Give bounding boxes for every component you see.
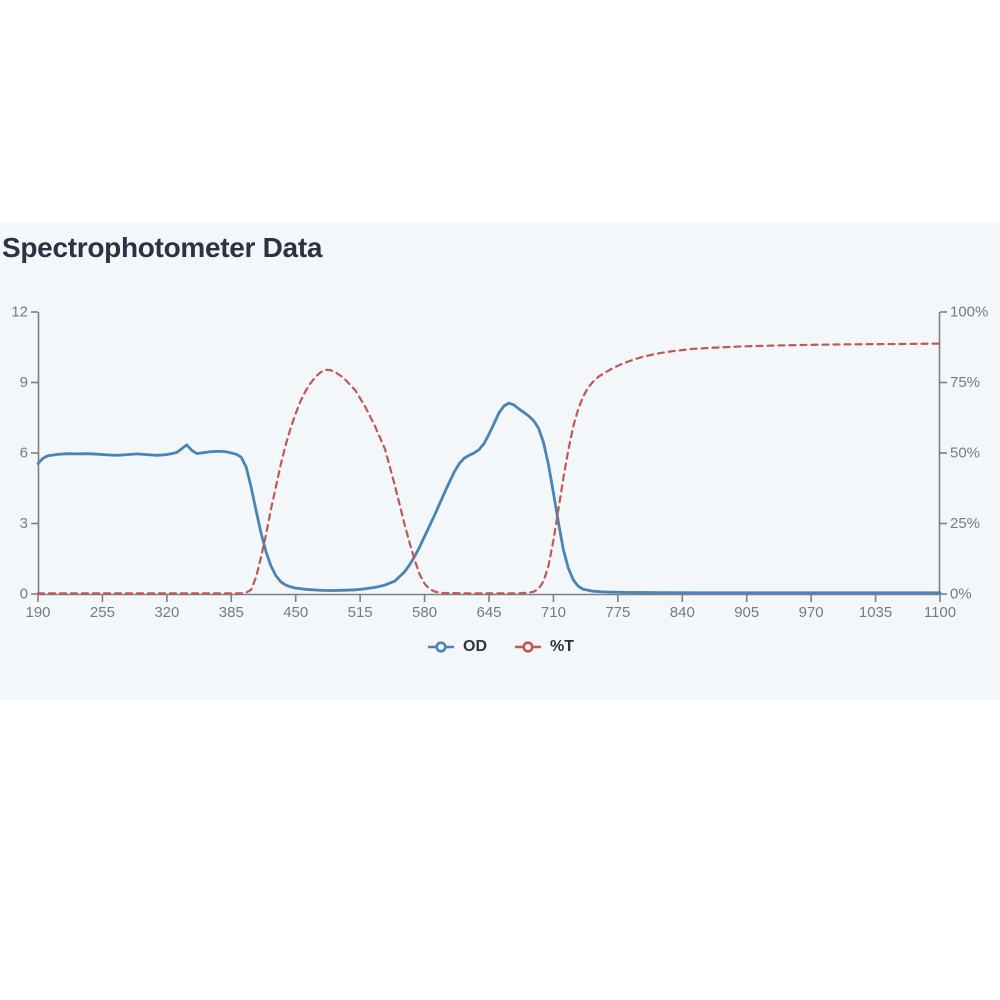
svg-text:9: 9 (20, 374, 28, 391)
svg-text:775: 775 (605, 604, 630, 621)
svg-text:255: 255 (90, 604, 115, 621)
chart-legend: OD %T (0, 638, 1000, 656)
svg-text:50%: 50% (950, 444, 980, 461)
svg-text:0: 0 (20, 585, 28, 602)
svg-text:450: 450 (283, 604, 308, 621)
svg-text:840: 840 (670, 604, 695, 621)
chart-canvas: 0 3 6 9 12 0% 25% 50% 75% 100% 190 255 320 385 450 515 5… (11, 303, 988, 621)
svg-text:190: 190 (25, 604, 50, 621)
svg-text:1035: 1035 (859, 604, 892, 621)
pct-t-line-marker-icon (515, 641, 541, 653)
svg-text:0%: 0% (950, 585, 972, 602)
legend-item-pct-t[interactable]: %T (513, 638, 574, 656)
legend-label-pct-t: %T (550, 638, 574, 655)
svg-text:1100: 1100 (924, 604, 956, 621)
svg-text:580: 580 (412, 604, 437, 621)
svg-text:25%: 25% (950, 515, 980, 532)
svg-text:320: 320 (154, 604, 179, 621)
legend-label-od: OD (463, 638, 487, 655)
svg-text:905: 905 (734, 604, 759, 621)
svg-text:6: 6 (20, 444, 28, 461)
svg-text:100%: 100% (950, 303, 988, 320)
svg-text:3: 3 (20, 515, 28, 532)
svg-text:970: 970 (799, 604, 824, 621)
svg-text:75%: 75% (950, 374, 980, 391)
od-line-marker-icon (428, 641, 454, 653)
spectrophotometer-chart: 0 3 6 9 12 0% 25% 50% 75% 100% 190 255 320 385 450 515 5… (0, 222, 1000, 700)
svg-text:12: 12 (11, 303, 28, 320)
svg-text:645: 645 (476, 604, 501, 621)
page-title: Spectrophotometer Data (2, 232, 323, 263)
chart-panel: Spectrophotometer Data 0 3 6 9 12 0% 25% 50% 75%… (0, 222, 1000, 700)
svg-text:515: 515 (348, 604, 373, 621)
svg-text:385: 385 (219, 604, 244, 621)
legend-item-od[interactable]: OD (426, 638, 487, 656)
svg-text:710: 710 (541, 604, 566, 621)
